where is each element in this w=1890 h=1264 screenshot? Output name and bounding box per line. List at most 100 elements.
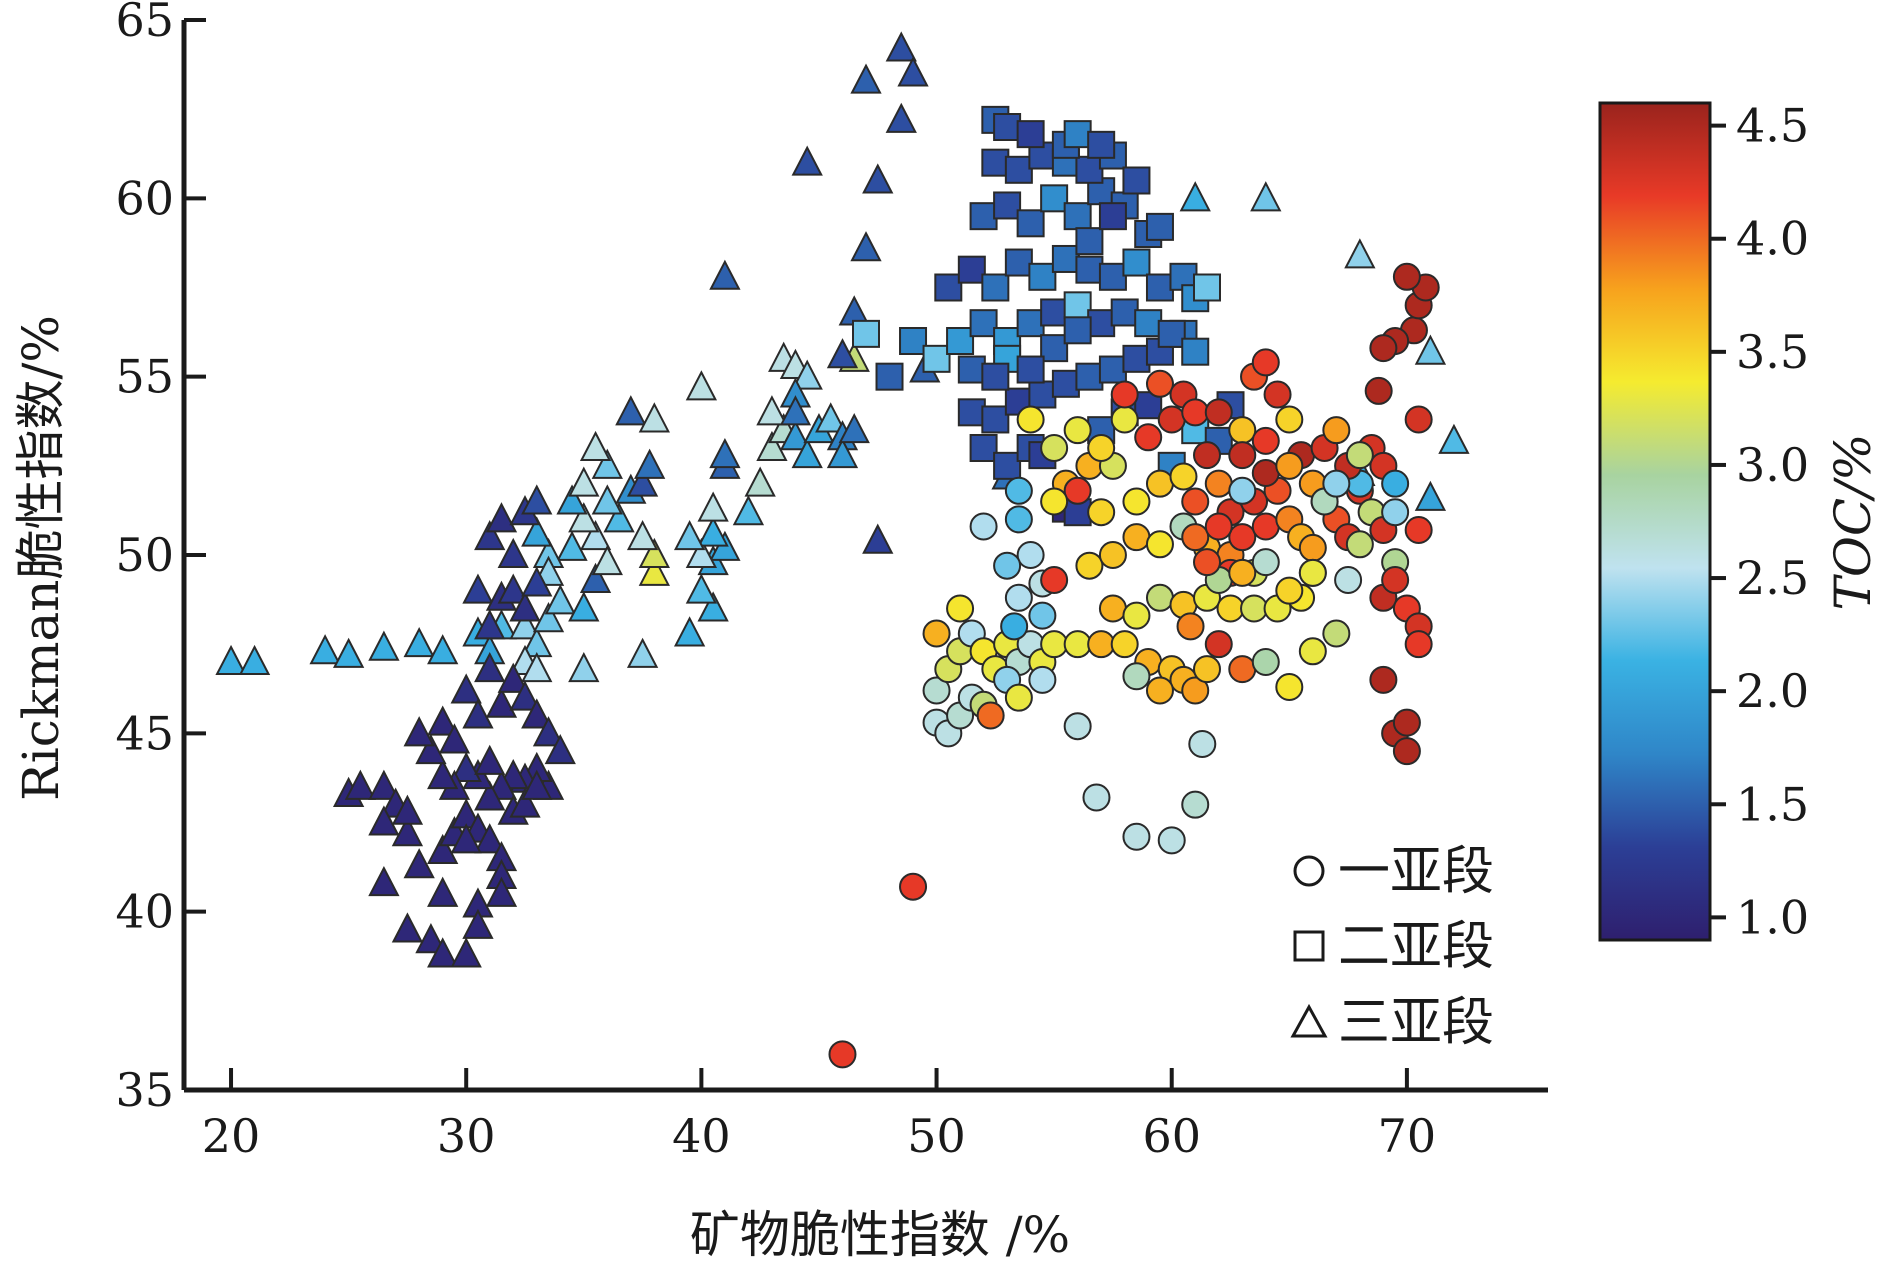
legend-entry-triangle: 三亚段 (1290, 993, 1494, 1053)
triangle-point (462, 573, 494, 604)
circle-point (1369, 334, 1398, 363)
circle-point (1251, 458, 1280, 487)
x-tick-label: 60 (1142, 1109, 1201, 1163)
square-point (922, 344, 951, 373)
circle-point (1334, 565, 1363, 594)
triangle-point (638, 537, 670, 568)
triangle-point (579, 562, 612, 593)
triangle-point (403, 626, 435, 658)
triangle-point (368, 630, 400, 661)
triangle-point (756, 430, 788, 461)
triangle-point (732, 495, 765, 526)
triangle-point (427, 833, 459, 865)
circle-point (1204, 630, 1233, 659)
circle-point (1381, 469, 1410, 498)
triangle-point (862, 163, 894, 194)
square-point (957, 255, 986, 284)
circle-point (1216, 594, 1245, 623)
square-point (981, 405, 1010, 434)
circle-point (1145, 530, 1174, 559)
triangle-point (638, 555, 670, 586)
legend-label-3: 三亚段 (1338, 993, 1494, 1053)
colorbar-bar (1598, 101, 1712, 942)
circle-point (1122, 822, 1151, 851)
y-tick-label: 55 (115, 350, 174, 404)
circle-point (1381, 498, 1410, 527)
circle-point (1240, 594, 1269, 623)
circle-point (1298, 558, 1327, 587)
legend-triangle-icon (1290, 1003, 1328, 1038)
square-point (969, 202, 998, 231)
triangle-point (697, 591, 729, 622)
triangle-point (709, 437, 741, 469)
triangle-point (1414, 334, 1447, 365)
square-point (1016, 209, 1045, 238)
circle-point (1028, 601, 1057, 630)
square-point (1063, 120, 1092, 149)
circle-point (1193, 441, 1221, 470)
square-point (1028, 380, 1057, 409)
circle-point (1275, 405, 1304, 434)
circle-point (1087, 498, 1116, 527)
triangle-point (403, 848, 435, 879)
square-point (946, 327, 975, 355)
triangle-point (368, 865, 400, 897)
x-axis-title: 矿物脆性指数 /% (690, 1206, 1070, 1264)
triangle-point (450, 937, 482, 968)
circle-point (1381, 565, 1410, 594)
triangle-point (509, 591, 541, 622)
triangle-point (685, 537, 718, 568)
colorbar: 1.0 1.5 2.0 2.5 3.0 3.5 4.0 4.5 TOC/% (1598, 99, 1882, 944)
circle-point (1040, 487, 1069, 516)
triangle-point (568, 651, 600, 683)
triangle-point (697, 516, 729, 547)
circle-point (1364, 376, 1393, 405)
triangle-point (626, 466, 659, 497)
triangle-point (521, 566, 553, 597)
triangle-point (603, 502, 635, 533)
triangle-point (462, 698, 494, 729)
circle-point (1404, 630, 1433, 659)
triangle-point (403, 716, 435, 747)
triangle-point (427, 758, 459, 790)
circle-point (1004, 683, 1033, 712)
triangle-point (509, 787, 541, 818)
circle-point (1110, 380, 1139, 409)
square-point (1098, 262, 1127, 291)
triangle-point (391, 816, 424, 847)
triangle-point (450, 823, 482, 854)
triangle-point (626, 637, 659, 668)
triangle-point (474, 823, 506, 854)
triangle-point (474, 609, 506, 640)
triangle-point (885, 31, 917, 62)
square-point (969, 434, 998, 462)
circle-point (1176, 612, 1205, 641)
triangle-point (1250, 181, 1282, 212)
triangle-point (238, 644, 271, 675)
y-ticks: 35 40 45 50 55 60 65 (115, 0, 206, 1117)
triangle-point (521, 484, 553, 515)
circle-point (1204, 512, 1233, 541)
triangle-point (532, 716, 565, 747)
triangle-point (568, 502, 600, 533)
circle-point (828, 1040, 857, 1069)
square-point (1063, 316, 1092, 345)
circle-point (922, 619, 951, 648)
triangle-point (344, 769, 377, 800)
square-point (899, 327, 928, 355)
triangle-point (497, 537, 529, 568)
colorbar-tick-label: 3.0 (1736, 438, 1809, 492)
triangle-point (485, 502, 518, 533)
triangle-point (791, 145, 823, 176)
circle-point (1122, 487, 1151, 516)
circle-point (1228, 558, 1257, 587)
triangle-point (685, 370, 718, 401)
triangle-point (697, 491, 729, 522)
circle-point (1228, 523, 1257, 552)
circle-point (1251, 548, 1280, 577)
triangle-point (509, 680, 541, 711)
square-point (1016, 355, 1045, 384)
circle-point (1040, 565, 1069, 594)
y-tick-label: 65 (115, 0, 174, 47)
